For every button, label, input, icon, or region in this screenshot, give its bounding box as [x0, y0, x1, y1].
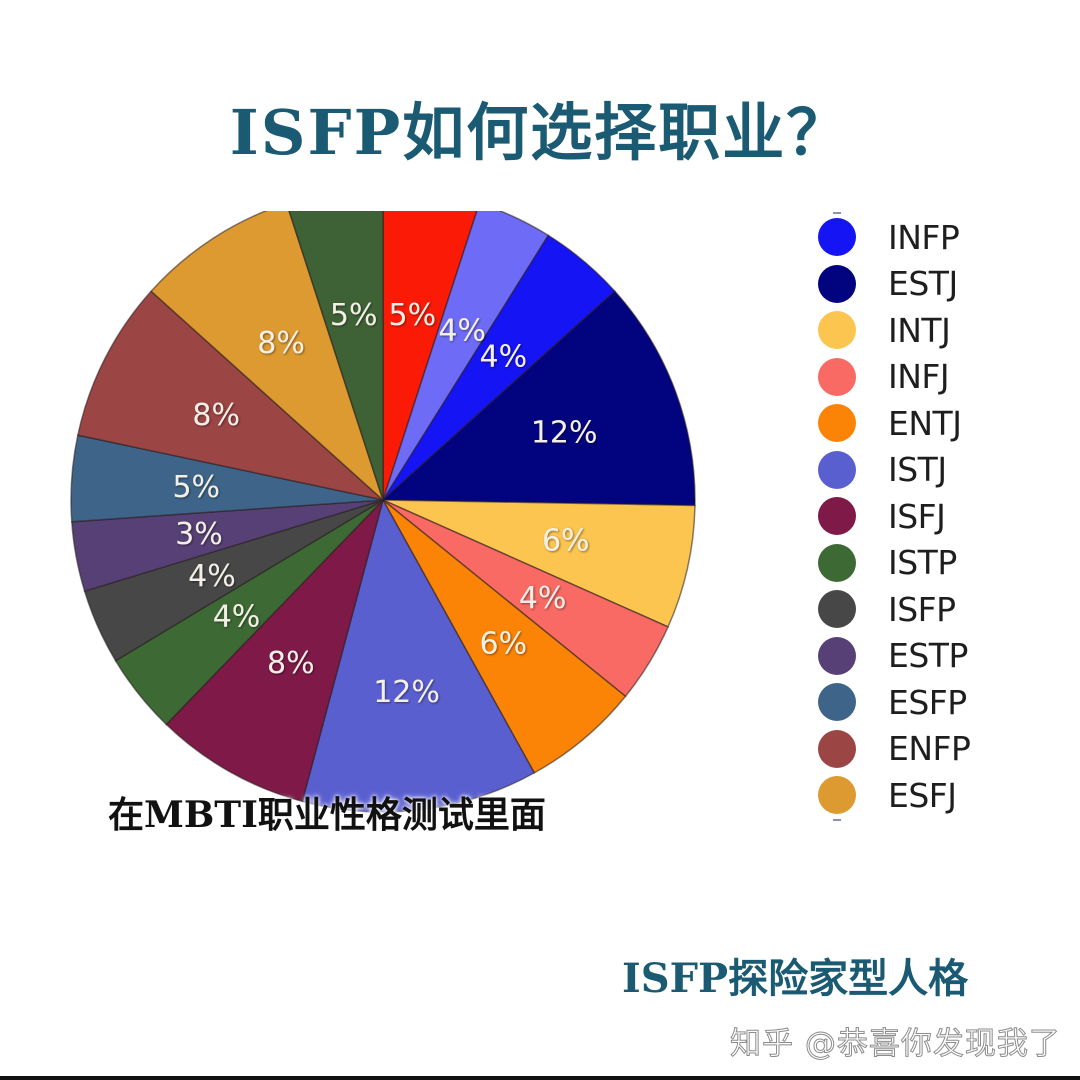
legend-label: INFP: [888, 217, 960, 257]
legend-bottom-tick: [833, 818, 841, 821]
legend-dot-icon: [818, 218, 856, 257]
legend-dot-icon: [818, 311, 856, 350]
legend: INFP ESTJ INTJ INFJ ENTJ ISTJ ISFJ ISTP ISFP ESTP…: [818, 212, 1038, 821]
pie-slice-label: 6%: [542, 524, 590, 559]
legend-item: ENFP: [818, 726, 1038, 773]
legend-label: INFJ: [888, 357, 950, 397]
legend-item: ESFP: [818, 679, 1038, 726]
legend-top-tick: [833, 212, 841, 214]
pie-slice-label: 8%: [257, 326, 305, 361]
legend-label: ISFJ: [888, 496, 946, 536]
legend-dot-icon: [818, 450, 856, 489]
pie-slice-enfp: [76, 290, 386, 502]
legend-item: ESTJ: [818, 261, 1038, 308]
pie-slice-label: 12%: [531, 415, 598, 450]
page-title: ISFP如何选择职业？: [229, 96, 851, 169]
legend-item: ISFP: [818, 586, 1038, 633]
legend-dot-icon: [818, 590, 856, 629]
legend-dot-icon: [818, 543, 856, 582]
legend-label: ISTJ: [888, 450, 947, 490]
personality-type-tag: ISFP探险家型人格: [622, 955, 969, 1002]
pie-slices: [70, 211, 696, 813]
legend-item: ENTJ: [818, 400, 1038, 447]
bottom-border: [0, 1076, 1080, 1080]
legend-dot-icon: [818, 264, 856, 303]
pie-slice: [288, 211, 384, 501]
pie-slice-entj: [382, 499, 627, 774]
legend-dot-icon: [818, 357, 856, 396]
legend-dot-icon: [818, 497, 856, 536]
pie-slice-label: 4%: [213, 600, 261, 635]
legend-label: INTJ: [888, 310, 951, 350]
legend-label: ENFP: [888, 729, 971, 769]
legend-item: INTJ: [818, 307, 1038, 354]
pie-slice-label: 4%: [480, 340, 528, 375]
pie-slice-estj: [381, 290, 696, 507]
legend-item: ESTP: [818, 633, 1038, 680]
legend-item: INFP: [818, 214, 1038, 261]
watermark: 知乎 @恭喜你发现我了: [730, 1026, 1061, 1063]
pie-slice-label: 5%: [330, 298, 378, 333]
pie-labels: 5% 4%4%12%6%4%6%12%8%4%4%3%5%8%8%5%: [172, 298, 597, 710]
pie-slice-label: 4%: [519, 581, 567, 616]
legend-item: ISFJ: [818, 493, 1038, 540]
legend-item: INFJ: [818, 354, 1038, 401]
pie-slice-label: 12%: [373, 675, 440, 710]
pie-chart: 5% 4% 4% 12% 6% 4% 6% 12% 8% 4% 4% 3% 5% 8% 8% 5%: [70, 211, 696, 813]
pie-slice-esfj: [150, 211, 385, 503]
pie-slice-label: 4%: [438, 313, 486, 348]
legend-dot-icon: [818, 776, 856, 815]
legend-dot-icon: [818, 636, 856, 675]
pie-slice-label: 6%: [480, 626, 528, 661]
legend-label: ISTP: [888, 543, 957, 583]
chart-subtitle: 在MBTI职业性格测试里面: [108, 794, 546, 836]
pie-slice-intj: [382, 499, 696, 628]
legend-dot-icon: [818, 683, 856, 722]
legend-label: ESFJ: [888, 775, 957, 815]
legend-label: ESTP: [888, 636, 968, 676]
legend-label: ISFP: [888, 589, 956, 629]
pie-slice-label: 8%: [267, 646, 315, 681]
pie-slice-istj: [301, 498, 536, 813]
legend-label: ESTJ: [888, 264, 958, 304]
pie-slice-isfj: [165, 497, 385, 803]
pie-slice-label: 8%: [192, 398, 240, 433]
pie-chart-svg: 5% 4%4%12%6%4%6%12%8%4%4%3%5%8%8%5%: [70, 211, 696, 813]
pie-slice-label: 4%: [188, 559, 236, 594]
legend-items: INFP ESTJ INTJ INFJ ENTJ ISTJ ISFJ ISTP ISFP ESTP…: [818, 214, 1038, 819]
legend-item: ESFJ: [818, 772, 1038, 819]
pie-slice-label: 5%: [388, 298, 436, 333]
legend-item: ISTP: [818, 540, 1038, 587]
legend-dot-icon: [818, 404, 856, 443]
legend-label: ESFP: [888, 682, 967, 722]
pie-slice-label: 5%: [172, 470, 220, 505]
legend-item: ISTJ: [818, 447, 1038, 494]
legend-label: ENTJ: [888, 403, 962, 443]
pie-slice-label: 3%: [175, 517, 223, 552]
legend-dot-icon: [818, 729, 856, 768]
